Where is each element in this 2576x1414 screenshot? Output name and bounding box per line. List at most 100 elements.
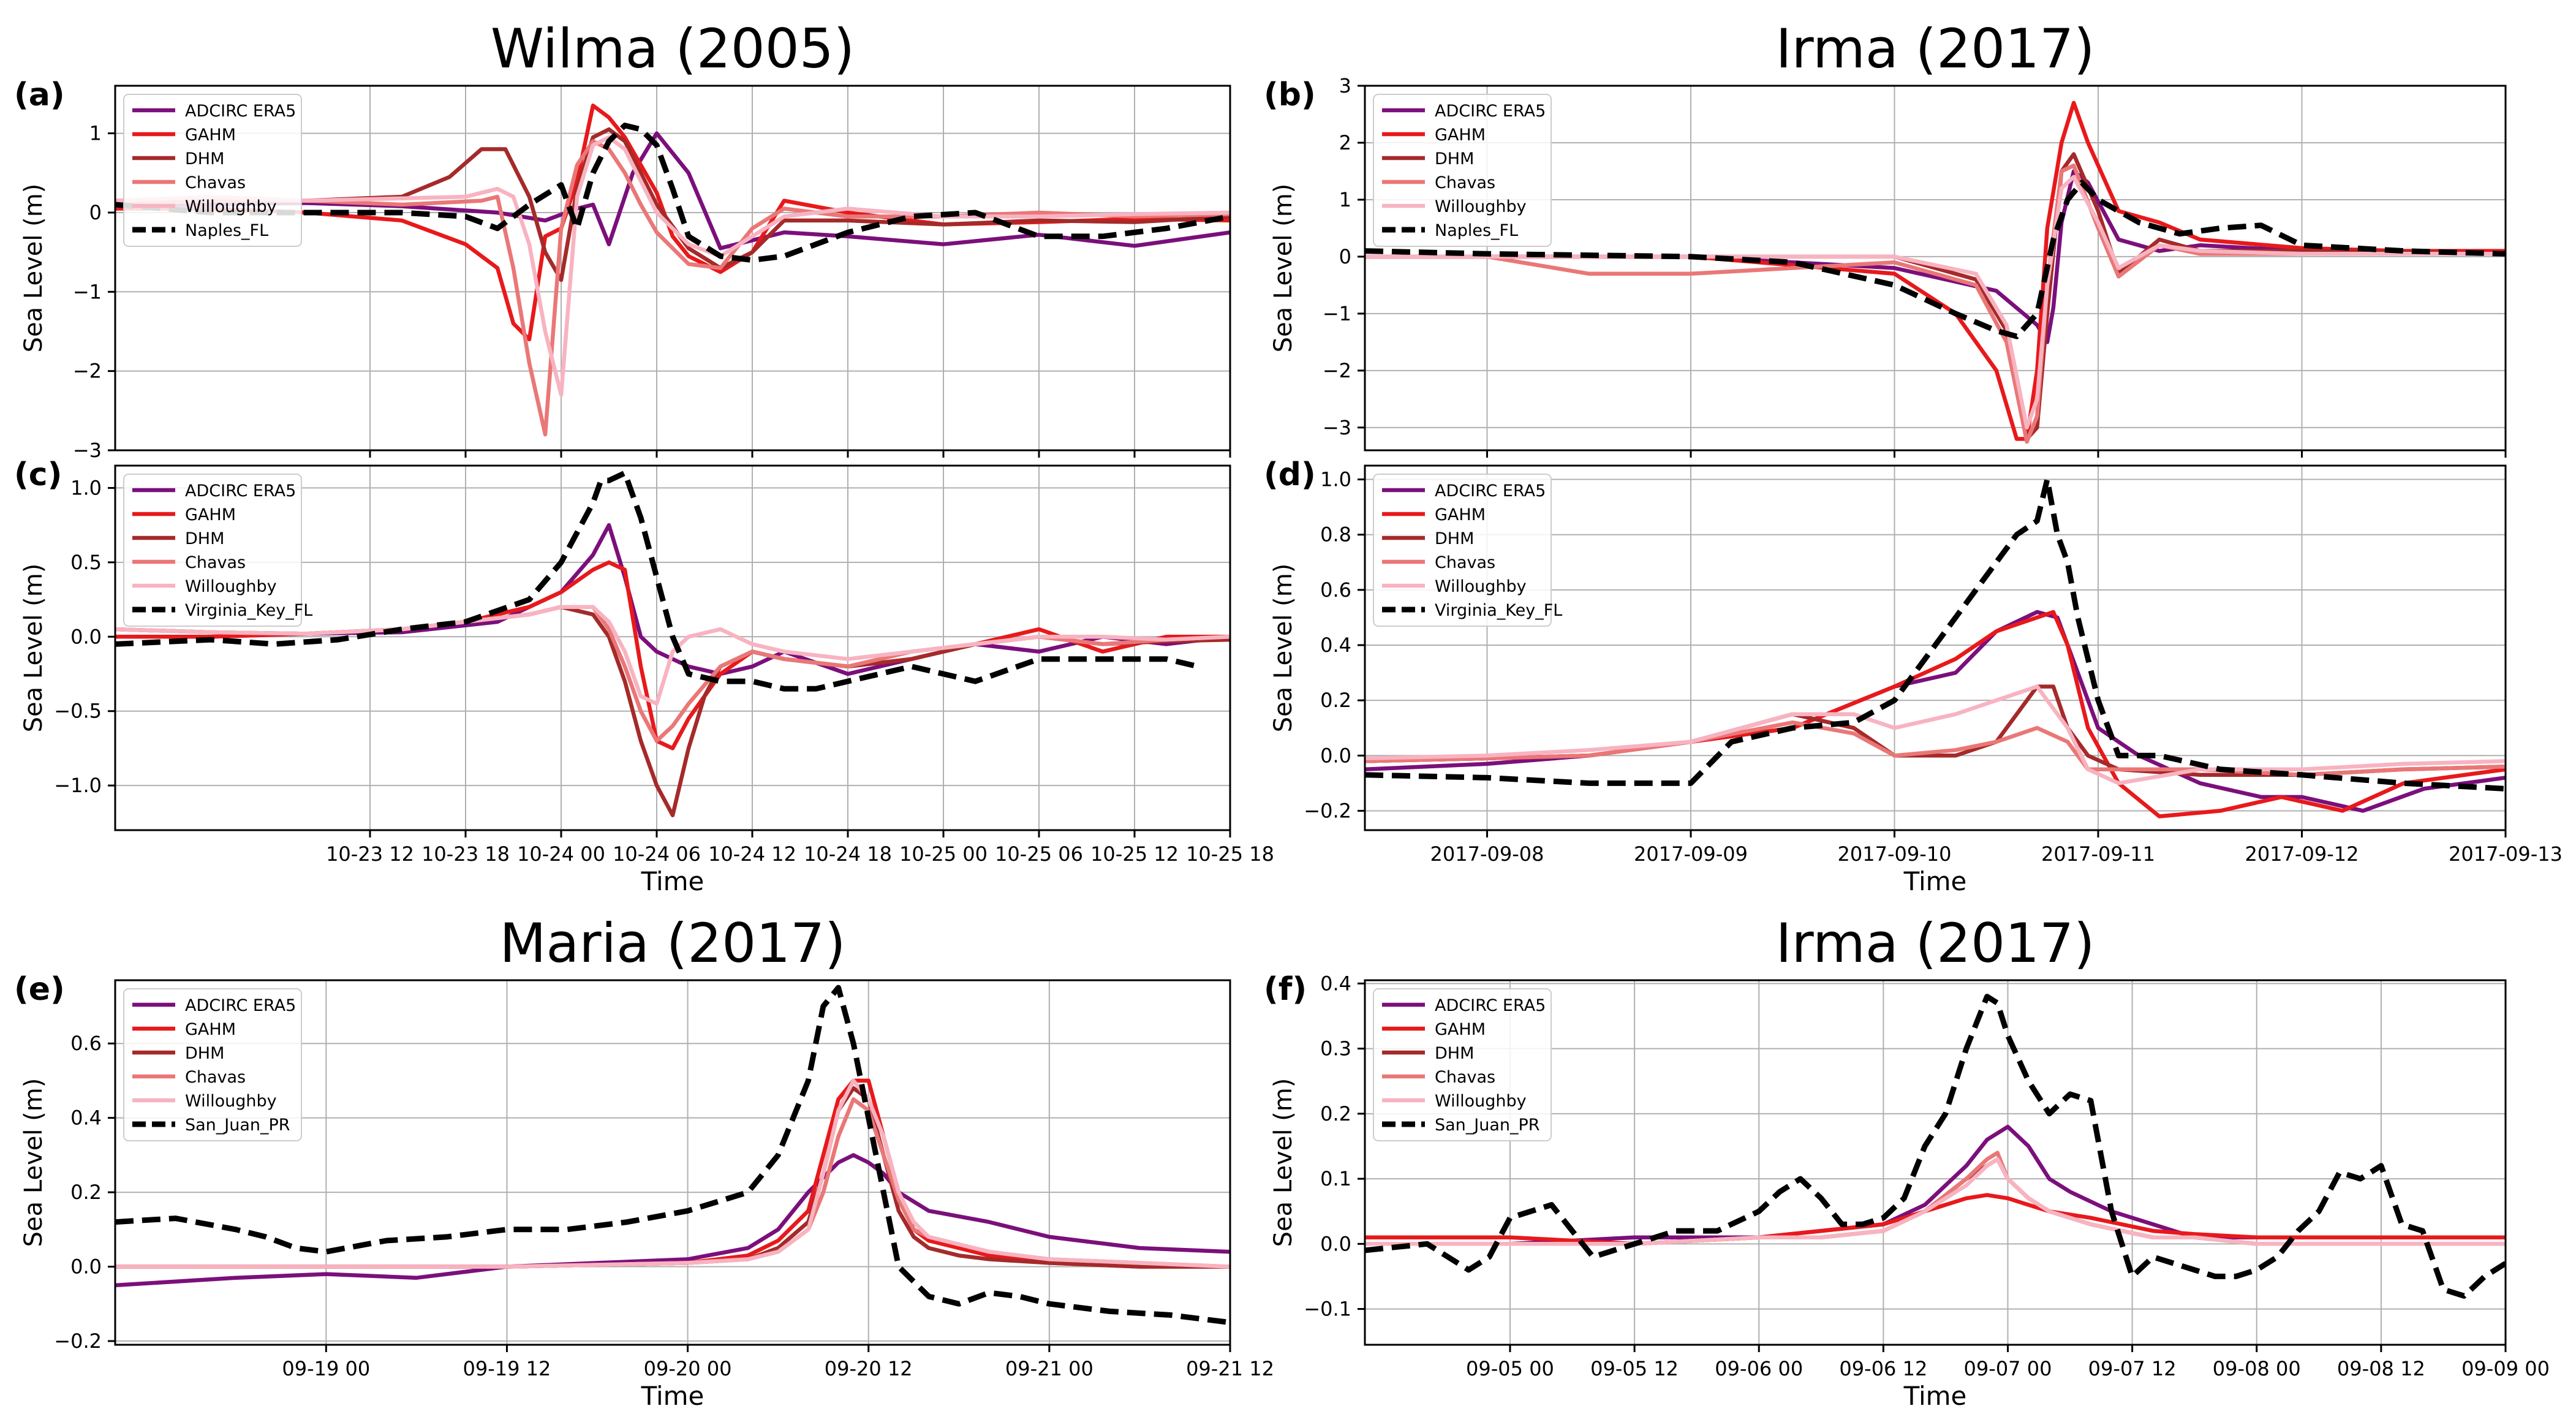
y-axis-label: Sea Level (m) bbox=[1269, 184, 1297, 353]
series-group bbox=[1365, 100, 2506, 444]
series-line-willoughby bbox=[115, 135, 1230, 397]
x-tick-label: 10-23 12 bbox=[326, 842, 414, 866]
y-tick-label: 0.4 bbox=[70, 1106, 102, 1130]
x-tick-label: 2017-09-11 bbox=[2041, 842, 2155, 866]
y-axis-label: Sea Level (m) bbox=[20, 564, 48, 733]
series-line-willoughby bbox=[1365, 684, 2506, 785]
panel-title: Maria (2017) bbox=[500, 912, 846, 975]
axes-frame bbox=[1364, 85, 2507, 452]
y-tick-label: 0.6 bbox=[1320, 578, 1351, 602]
series-line-willoughby bbox=[1365, 175, 2506, 430]
series-line-virginia-key-fl bbox=[115, 470, 1199, 692]
y-axis-label: Sea Level (m) bbox=[20, 1078, 48, 1247]
legend-entry: ADCIRC ERA5 bbox=[185, 482, 296, 501]
y-tick-label: 0.0 bbox=[70, 625, 102, 648]
panel-a: −3 −2 −1 0 1 Sea Level (m) Wilma (2005) (a) ADCI… bbox=[14, 17, 1231, 462]
y-axis-label: Sea Level (m) bbox=[1269, 1078, 1297, 1247]
x-tick-label: 09-21 00 bbox=[1005, 1357, 1093, 1380]
legend-entry: DHM bbox=[1435, 529, 1474, 548]
y-tick-label: 0 bbox=[89, 201, 102, 224]
panel-c: −1.0 −0.5 0.0 0.5 1.0 10-23 12 10-23 18 10-24 0… bbox=[14, 456, 1274, 896]
legend-entry: GAHM bbox=[1435, 1020, 1486, 1039]
panel-label: (b) bbox=[1264, 77, 1316, 113]
x-tick-label: 2017-09-12 bbox=[2245, 842, 2359, 866]
legend-entry: GAHM bbox=[185, 126, 236, 145]
axes-frame bbox=[1364, 979, 2507, 1346]
series-group bbox=[115, 104, 1230, 437]
y-axis-label: Sea Level (m) bbox=[20, 184, 48, 353]
series-line-san-juan-pr bbox=[1365, 994, 2506, 1299]
legend-entry: Willoughby bbox=[185, 197, 277, 216]
x-tick-label: 10-24 06 bbox=[613, 842, 701, 866]
series-group bbox=[115, 985, 1230, 1326]
x-tick-label: 09-08 12 bbox=[2337, 1357, 2425, 1380]
legend-entry: GAHM bbox=[1435, 505, 1486, 524]
y-tick-label: 0.0 bbox=[1320, 1232, 1351, 1255]
x-axis-label: Time bbox=[1903, 1381, 1967, 1411]
y-tick-label: −2 bbox=[1323, 359, 1351, 382]
x-tick-label: 2017-09-09 bbox=[1634, 842, 1748, 866]
x-tick-label: 09-05 00 bbox=[1466, 1357, 1554, 1380]
legend-entry: Chavas bbox=[185, 553, 246, 572]
x-tick-label: 10-23 18 bbox=[421, 842, 510, 866]
y-tick-label: 1 bbox=[89, 122, 102, 145]
legend-entry: DHM bbox=[185, 149, 224, 168]
legend-entry: DHM bbox=[185, 529, 224, 548]
legend-entry: ADCIRC ERA5 bbox=[185, 102, 296, 121]
panel-label: (c) bbox=[14, 456, 62, 493]
legend-entry: Willoughby bbox=[1435, 577, 1527, 596]
legend-entry: ADCIRC ERA5 bbox=[1435, 482, 1546, 501]
y-tick-label: 0.1 bbox=[1320, 1167, 1351, 1190]
y-tick-label: 3 bbox=[1339, 74, 1351, 97]
legend-entry: DHM bbox=[1435, 1044, 1474, 1063]
series-line-dhm bbox=[115, 127, 1230, 282]
legend-entry: Chavas bbox=[185, 1068, 246, 1087]
x-tick-label: 2017-09-13 bbox=[2449, 842, 2563, 866]
axes-frame bbox=[114, 464, 1231, 831]
x-axis-label: Time bbox=[641, 1381, 704, 1411]
legend-entry: GAHM bbox=[185, 505, 236, 524]
x-tick-label: 10-25 00 bbox=[899, 842, 988, 866]
legend-entry: GAHM bbox=[185, 1020, 236, 1039]
y-tick-label: 0.4 bbox=[1320, 633, 1351, 657]
panel-f: −0.1 0.0 0.1 0.2 0.3 0.4 09-05 00 09-05 12 09-06… bbox=[1264, 912, 2550, 1411]
legend-entry: DHM bbox=[185, 1044, 224, 1063]
legend-entry: Willoughby bbox=[185, 577, 277, 596]
panel-label: (d) bbox=[1264, 456, 1316, 493]
axes-frame bbox=[114, 85, 1231, 452]
legend-entry: Chavas bbox=[185, 173, 246, 192]
axes-frame bbox=[1364, 464, 2507, 831]
y-tick-label: 0.3 bbox=[1320, 1037, 1351, 1060]
legend-entry: Virginia_Key_FL bbox=[1435, 601, 1562, 620]
series-line-chavas bbox=[115, 605, 1230, 743]
y-tick-label: 0 bbox=[1339, 245, 1351, 268]
series-line-willoughby bbox=[1365, 1157, 2506, 1246]
x-axis-label: Time bbox=[1903, 866, 1967, 896]
x-tick-label: 09-07 12 bbox=[2088, 1357, 2177, 1380]
y-tick-label: 1.0 bbox=[1320, 468, 1351, 491]
y-tick-label: −2 bbox=[73, 360, 102, 383]
legend-entry: ADCIRC ERA5 bbox=[1435, 102, 1546, 121]
y-tick-label: −0.1 bbox=[1304, 1298, 1351, 1321]
series-line-naples-fl bbox=[115, 123, 1230, 263]
legend-entry: ADCIRC ERA5 bbox=[185, 996, 296, 1015]
x-tick-label: 10-25 12 bbox=[1090, 842, 1179, 866]
x-tick-label: 10-24 00 bbox=[517, 842, 605, 866]
x-tick-label: 09-20 00 bbox=[644, 1357, 732, 1380]
y-tick-label: 0.2 bbox=[1320, 1102, 1351, 1125]
series-group bbox=[115, 470, 1230, 817]
y-tick-label: −1 bbox=[1323, 302, 1351, 325]
panel-label: (a) bbox=[14, 77, 65, 113]
y-tick-label: 0.2 bbox=[70, 1181, 102, 1204]
x-tick-label: 10-24 18 bbox=[804, 842, 892, 866]
series-line-san-juan-pr bbox=[115, 985, 1230, 1326]
x-tick-label: 10-24 12 bbox=[708, 842, 796, 866]
panel-b: −3 −2 −1 0 1 2 3 Sea Level (m) Irma (2017) (b) ADC… bbox=[1264, 17, 2507, 458]
series-line-chavas bbox=[115, 139, 1230, 437]
legend-entry: Willoughby bbox=[185, 1092, 277, 1111]
x-tick-label: 09-05 12 bbox=[1590, 1357, 1679, 1380]
x-tick-label: 09-21 12 bbox=[1186, 1357, 1274, 1380]
series-group bbox=[1365, 994, 2506, 1299]
x-tick-label: 09-06 00 bbox=[1715, 1357, 1803, 1380]
